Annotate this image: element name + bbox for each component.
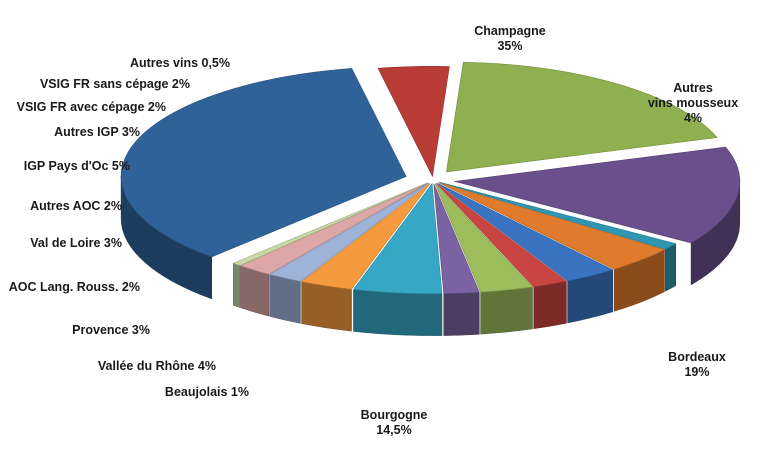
slice-champagne <box>120 68 407 258</box>
slice-bordeaux <box>446 61 718 173</box>
slice-igp-pays-d-oc <box>352 182 443 294</box>
slice-label-beaujolais: Beaujolais 1% <box>165 385 249 399</box>
slice-side-autres-vins <box>233 262 241 308</box>
slice-label-autres-aoc: Autres AOC 2% <box>30 199 122 213</box>
slice-aoc-lang-rouss <box>435 183 568 288</box>
slice-label-val-de-loire: Val de Loire 3% <box>30 236 122 250</box>
slice-label-bordeaux: Bordeaux 19% <box>668 350 726 379</box>
slice-label-igp-pays-d-oc: IGP Pays d'Oc 5% <box>24 159 130 173</box>
pie-tops <box>120 61 741 294</box>
slice-side-autres-aoc <box>443 292 480 336</box>
slice-autres-igp <box>300 183 431 290</box>
slice-label-autres-vins-mousseux: Autres vins mousseux 4% <box>648 81 738 125</box>
slice-autres-aoc <box>433 183 480 294</box>
slice-label-vsig-fr-sans-cepage: VSIG FR sans cépage 2% <box>40 77 190 91</box>
slice-side-igp-pays-d-oc <box>353 289 443 336</box>
slice-beaujolais <box>439 181 677 250</box>
slice-vsig-fr-sans-cepage <box>239 182 429 275</box>
slice-label-autres-igp: Autres IGP 3% <box>54 125 140 139</box>
slice-side-vsig-fr-avec-cepage <box>269 274 301 324</box>
slice-val-de-loire <box>434 183 534 293</box>
slice-label-champagne: Champagne 35% <box>474 24 546 53</box>
slice-side-autres-igp <box>301 281 352 332</box>
slice-side-beaujolais <box>665 243 677 292</box>
slice-bourgogne <box>454 146 741 244</box>
slice-provence <box>437 182 614 282</box>
slice-label-bourgogne: Bourgogne 14,5% <box>361 408 428 437</box>
slice-side-val-de-loire <box>480 286 533 335</box>
slice-label-vsig-fr-avec-cepage: VSIG FR avec cépage 2% <box>17 100 166 114</box>
pie-labels: Champagne 35% Autres vins mousseux 4% Bordeau… <box>9 24 738 437</box>
slice-autres-vins <box>232 182 428 266</box>
slice-label-autres-vins: Autres vins 0,5% <box>130 56 230 70</box>
slice-vallee-du-rhone <box>438 182 666 270</box>
slice-label-aoc-lang-rouss: AOC Lang. Rouss. 2% <box>9 280 140 294</box>
slice-label-provence: Provence 3% <box>72 323 150 337</box>
slice-vsig-fr-avec-cepage <box>268 182 430 282</box>
pie-sides <box>120 176 741 336</box>
slice-label-vallee-du-rhone: Vallée du Rhône 4% <box>98 359 216 373</box>
slice-side-aoc-lang-rouss <box>533 280 567 330</box>
slice-autres-vins-mousseux <box>377 66 450 178</box>
